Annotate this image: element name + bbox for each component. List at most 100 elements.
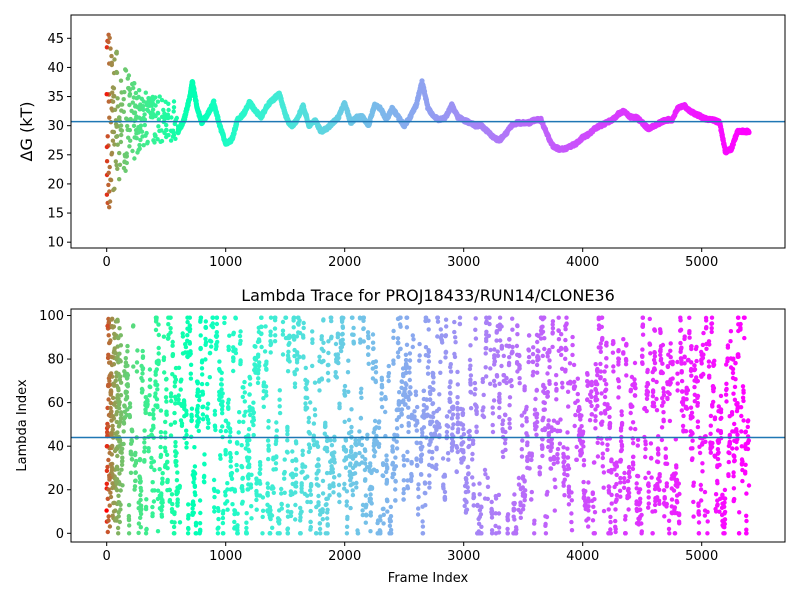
bottom-data-point — [409, 478, 414, 484]
bottom-data-point — [478, 531, 484, 536]
bottom-data-point — [260, 508, 266, 513]
bottom-data-point — [526, 333, 532, 338]
bottom-data-point — [460, 411, 465, 416]
bottom-data-point — [507, 355, 512, 360]
bottom-data-point — [512, 507, 517, 512]
bottom-data-point — [125, 382, 130, 387]
bottom-data-point — [440, 340, 445, 345]
bottom-data-point — [485, 496, 490, 502]
top-y-tick-label: 15 — [47, 207, 64, 222]
bottom-data-point — [230, 502, 235, 507]
bottom-data-point — [300, 469, 305, 474]
bottom-data-point — [358, 415, 364, 421]
bottom-data-point — [526, 354, 532, 360]
bottom-data-point — [202, 452, 207, 457]
bottom-data-point — [501, 353, 506, 359]
bottom-data-point — [265, 491, 270, 497]
bottom-data-point — [196, 428, 201, 434]
bottom-data-point — [323, 422, 328, 427]
top-data-point — [137, 107, 142, 112]
top-data-point — [109, 106, 114, 111]
bottom-data-point — [529, 457, 534, 463]
bottom-data-point — [325, 370, 331, 376]
top-data-point — [109, 152, 114, 157]
bottom-data-point — [310, 337, 315, 342]
top-data-point — [112, 57, 117, 62]
bottom-data-point — [160, 500, 165, 505]
bottom-data-point — [126, 502, 132, 508]
bottom-data-point — [435, 315, 440, 320]
bottom-data-point — [121, 421, 127, 426]
top-data-point — [104, 159, 110, 164]
bottom-data-point — [464, 507, 470, 512]
bottom-data-point — [153, 327, 159, 333]
bottom-data-point — [396, 354, 401, 360]
bottom-data-point — [366, 352, 371, 357]
bottom-data-point — [569, 511, 574, 516]
top-data-point — [106, 99, 112, 104]
bottom-data-point — [306, 415, 312, 421]
bottom-data-point — [494, 374, 500, 379]
top-data-point — [132, 156, 137, 161]
bottom-data-point — [492, 383, 498, 388]
bottom-data-point — [344, 524, 350, 529]
bottom-data-point — [119, 467, 124, 472]
bottom-data-point — [127, 414, 132, 420]
bottom-data-point — [179, 423, 185, 428]
bottom-data-point — [405, 486, 411, 491]
bottom-data-point — [429, 456, 435, 461]
bottom-data-point — [199, 366, 205, 371]
bottom-data-point — [484, 338, 489, 344]
bottom-data-point — [484, 374, 489, 379]
bottom-data-point — [398, 324, 403, 329]
bottom-data-point — [406, 429, 411, 435]
bottom-data-point — [337, 499, 342, 505]
bottom-data-point — [264, 393, 269, 398]
top-data-point — [112, 107, 118, 113]
bottom-data-point — [496, 492, 502, 498]
bottom-data-point — [297, 354, 302, 360]
bottom-data-point — [481, 405, 486, 410]
bottom-data-point — [445, 451, 451, 456]
bottom-data-point — [125, 349, 130, 354]
bottom-data-point — [398, 346, 403, 351]
top-data-point — [130, 100, 135, 105]
bottom-data-point — [477, 481, 482, 486]
bottom-data-point — [540, 324, 545, 329]
bottom-data-point — [580, 431, 585, 436]
bottom-data-point — [366, 361, 371, 366]
bottom-data-point — [393, 487, 398, 492]
bottom-data-point — [521, 503, 526, 508]
top-data-point — [113, 159, 119, 164]
bottom-data-point — [470, 457, 475, 462]
bottom-data-point — [368, 492, 373, 497]
bottom-data-point — [455, 395, 460, 400]
bottom-data-point — [175, 470, 180, 475]
bottom-data-point — [263, 384, 269, 389]
bottom-data-point — [395, 340, 401, 346]
bottom-data-point — [138, 492, 143, 498]
bottom-data-point — [266, 425, 271, 430]
bottom-data-point — [267, 531, 273, 536]
bottom-data-point — [498, 338, 503, 343]
bottom-data-point — [472, 392, 477, 397]
bottom-data-point — [555, 446, 561, 452]
bottom-data-point — [554, 397, 559, 402]
bottom-data-point — [132, 487, 137, 492]
bottom-data-point — [308, 524, 313, 530]
top-data-point — [153, 133, 158, 138]
bottom-data-point — [226, 406, 231, 411]
bottom-data-point — [260, 495, 266, 500]
bottom-data-point — [237, 410, 242, 415]
bottom-data-point — [195, 403, 201, 409]
bottom-data-point — [500, 421, 505, 427]
bottom-data-point — [298, 505, 303, 511]
bottom-data-point — [222, 315, 227, 320]
bottom-data-point — [258, 463, 263, 468]
bottom-data-point — [218, 453, 223, 458]
bottom-data-point — [212, 509, 217, 514]
bottom-data-point — [555, 452, 560, 457]
bottom-data-point — [401, 463, 407, 468]
bottom-data-point — [415, 420, 420, 426]
bottom-data-point — [203, 319, 208, 324]
